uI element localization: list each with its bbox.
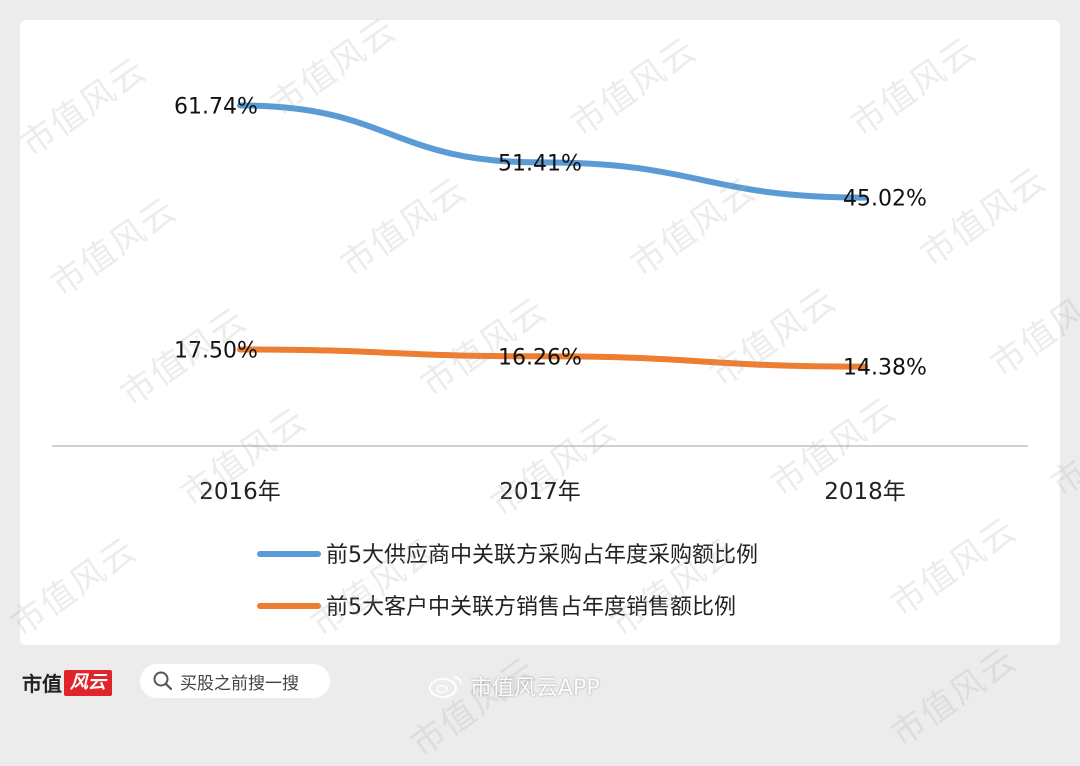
data-label: 45.02%: [843, 187, 927, 212]
search-box[interactable]: 买股之前搜一搜: [140, 664, 330, 698]
app-watermark: 市值风云APP: [428, 670, 600, 702]
x-tick-label: 2017年: [499, 479, 581, 505]
search-icon: [153, 671, 173, 691]
footer-bar: 市值 风云 买股之前搜一搜 市值风云APP: [0, 648, 1080, 718]
chart-card: 2016年 2017年 2018年 61.74% 51.41% 45.02% 17.50% 1…: [20, 20, 1060, 645]
series-line-1: [237, 102, 868, 201]
x-tick-label: 2018年: [824, 479, 906, 505]
search-placeholder: 买股之前搜一搜: [180, 673, 299, 694]
data-label: 51.41%: [498, 151, 582, 176]
line-chart: 2016年 2017年 2018年 61.74% 51.41% 45.02% 17.50% 1…: [52, 94, 1028, 620]
legend-label: 前5大客户中关联方销售占年度销售额比例: [326, 595, 736, 620]
series-line-2: [237, 346, 868, 370]
x-tick-label: 2016年: [199, 479, 281, 505]
app-name: 市值风云APP: [470, 676, 600, 701]
data-label: 14.38%: [843, 356, 927, 381]
brand-logo-badge: 风云: [64, 669, 112, 696]
data-label: 16.26%: [498, 345, 582, 370]
brand-text: 市值: [22, 672, 62, 696]
data-label: 61.74%: [174, 94, 258, 119]
brand-logo[interactable]: 市值 风云: [22, 668, 112, 697]
data-label: 17.50%: [174, 338, 258, 363]
weibo-icon: [429, 676, 462, 698]
legend-label: 前5大供应商中关联方采购占年度采购额比例: [326, 543, 758, 568]
